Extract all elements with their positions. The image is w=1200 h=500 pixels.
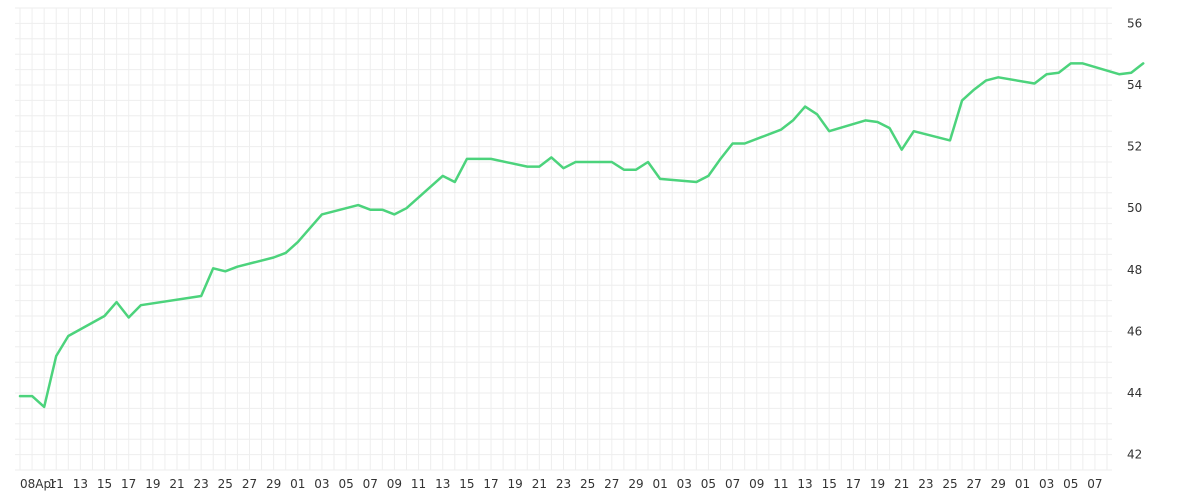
x-tick-label: 07	[725, 477, 740, 491]
x-tick-label: 21	[894, 477, 909, 491]
y-tick-label: 48	[1127, 263, 1142, 277]
grid	[15, 7, 1112, 471]
x-tick-label: 13	[435, 477, 450, 491]
x-tick-label: 05	[701, 477, 716, 491]
x-tick-label: 15	[822, 477, 837, 491]
x-tick-label: 01	[652, 477, 667, 491]
x-tick-label: 29	[628, 477, 643, 491]
x-tick-label: 25	[218, 477, 233, 491]
x-tick-label: 15	[459, 477, 474, 491]
x-tick-label: 25	[580, 477, 595, 491]
x-tick-label: 11	[49, 477, 64, 491]
x-tick-label: 05	[1063, 477, 1078, 491]
y-tick-label: 50	[1127, 201, 1142, 215]
x-tick-label: 08Apr	[20, 477, 56, 491]
x-tick-label: 21	[532, 477, 547, 491]
x-tick-label: 19	[145, 477, 160, 491]
x-tick-label: 17	[846, 477, 861, 491]
x-tick-label: 09	[749, 477, 764, 491]
x-tick-label: 19	[870, 477, 885, 491]
x-tick-label: 03	[314, 477, 329, 491]
x-tick-label: 23	[918, 477, 933, 491]
x-tick-label: 27	[604, 477, 619, 491]
y-tick-label: 44	[1127, 386, 1142, 400]
y-tick-label: 46	[1127, 324, 1142, 338]
x-tick-label: 15	[97, 477, 112, 491]
x-tick-label: 27	[242, 477, 257, 491]
x-tick-label: 11	[411, 477, 426, 491]
x-tick-label: 17	[121, 477, 136, 491]
y-tick-label: 56	[1127, 16, 1142, 30]
x-tick-label: 25	[942, 477, 957, 491]
y-tick-label: 52	[1127, 140, 1142, 154]
x-tick-label: 11	[773, 477, 788, 491]
series-line	[18, 62, 1145, 409]
x-tick-label: 09	[387, 477, 402, 491]
y-axis: 42 44 46 48 50 52 54 56	[1127, 16, 1142, 461]
x-tick-label: 19	[508, 477, 523, 491]
x-tick-label: 29	[991, 477, 1006, 491]
x-tick-label: 07	[1087, 477, 1102, 491]
x-tick-label: 07	[363, 477, 378, 491]
series-layer	[18, 62, 1145, 409]
x-tick-label: 27	[967, 477, 982, 491]
x-tick-label: 05	[338, 477, 353, 491]
x-tick-label: 01	[1015, 477, 1030, 491]
x-tick-label: 17	[483, 477, 498, 491]
x-tick-label: 21	[169, 477, 184, 491]
x-tick-label: 03	[1039, 477, 1054, 491]
x-tick-label: 01	[290, 477, 305, 491]
x-tick-label: 23	[194, 477, 209, 491]
y-tick-label: 42	[1127, 448, 1142, 462]
x-tick-label: 23	[556, 477, 571, 491]
x-tick-label: 03	[677, 477, 692, 491]
x-tick-label: 13	[73, 477, 88, 491]
x-tick-label: 13	[797, 477, 812, 491]
x-tick-label: 29	[266, 477, 281, 491]
y-tick-label: 54	[1127, 78, 1142, 92]
